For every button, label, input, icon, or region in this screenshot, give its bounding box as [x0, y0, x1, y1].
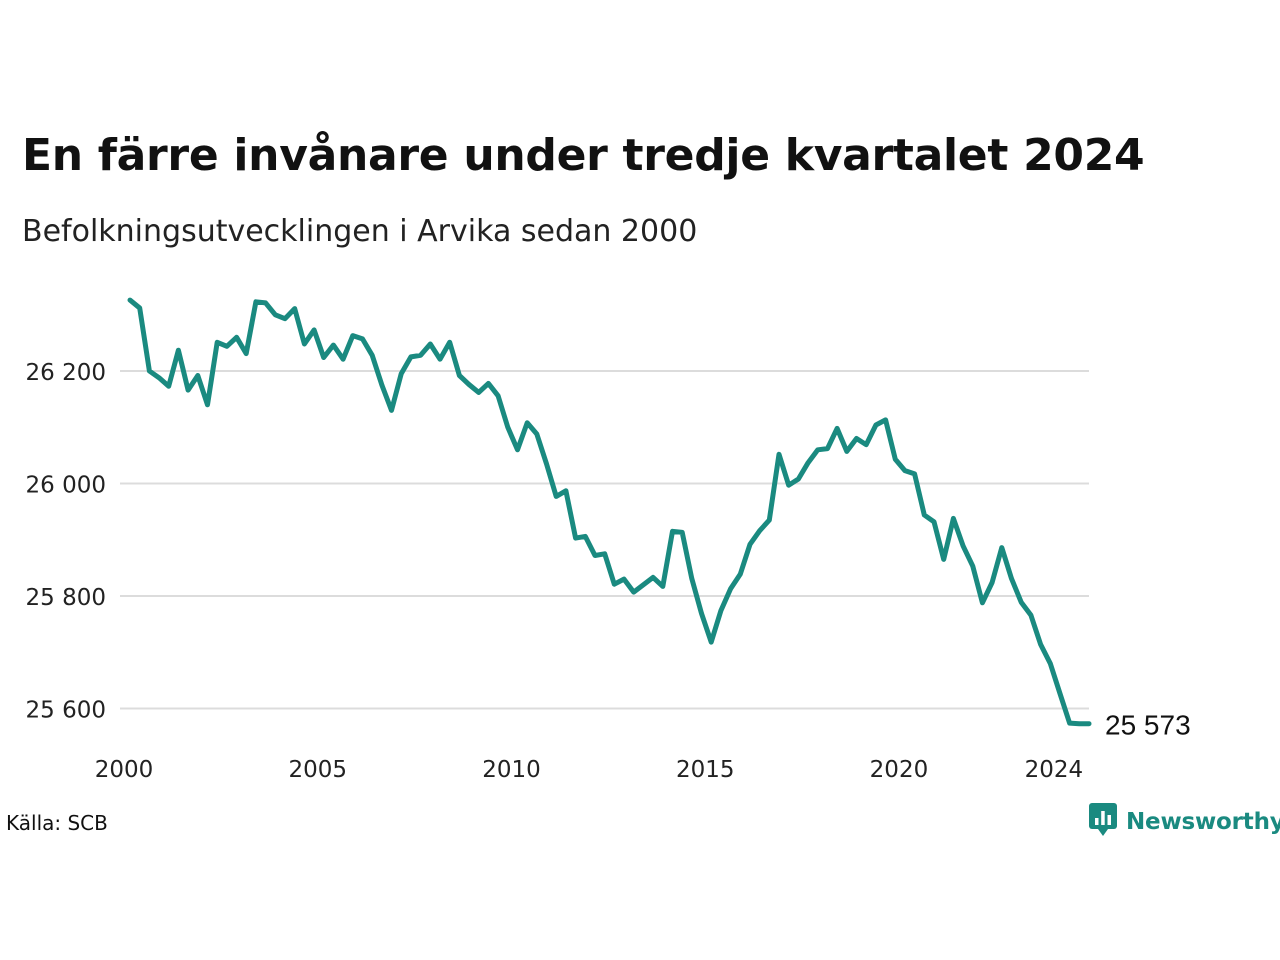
- brand-name: Newsworthy: [1126, 809, 1280, 835]
- x-tick-label: 2010: [482, 757, 541, 783]
- source-note: Källa: SCB: [6, 811, 108, 835]
- x-axis-tick-labels: 2000 2005 2010 2015 2020 2024: [95, 757, 1083, 783]
- x-tick-label: 2000: [95, 757, 154, 783]
- gridlines: [120, 370, 1089, 710]
- end-value-label-group: 25 573: [1105, 710, 1191, 741]
- y-axis-tick-labels: 25 600 25 800 26 000 26 200: [26, 360, 106, 724]
- brand-logo[interactable]: Newsworthy: [1088, 802, 1280, 843]
- x-tick-label: 2005: [288, 757, 347, 783]
- x-tick-label: 2024: [1025, 757, 1084, 783]
- y-tick-label: 26 200: [26, 360, 106, 386]
- series-lines: [127, 297, 1092, 727]
- y-tick-label: 25 600: [26, 698, 106, 724]
- end-value-label: 25 573: [1105, 710, 1191, 741]
- y-tick-label: 25 800: [26, 585, 106, 611]
- chart-title: En färre invånare under tredje kvartalet…: [22, 130, 1145, 181]
- chart-subtitle: Befolkningsutvecklingen i Arvika sedan 2…: [22, 214, 698, 249]
- x-tick-label: 2020: [870, 757, 929, 783]
- y-tick-label: 26 000: [26, 473, 106, 499]
- x-tick-label: 2015: [676, 757, 735, 783]
- newsworthy-logo-icon: [1088, 802, 1118, 843]
- series-line: [127, 297, 1092, 727]
